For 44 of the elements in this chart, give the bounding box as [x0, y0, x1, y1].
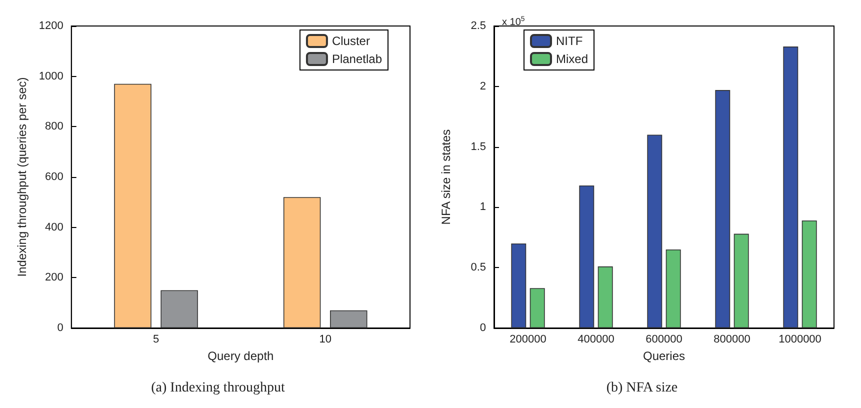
bar — [802, 220, 817, 328]
x-tick-label: 1000000 — [778, 334, 822, 346]
legend-label: Planetlab — [332, 52, 382, 66]
x-tick-label: 5 — [152, 334, 160, 346]
y-tick-label: 1.5 — [470, 140, 486, 153]
x-tick-label: 600000 — [646, 334, 682, 346]
y-tick-label: 0.5 — [470, 262, 486, 274]
y-axis-title: Indexing throughput (queries per sec) — [15, 77, 29, 277]
x-axis-title: Query depth — [208, 349, 274, 363]
y-axis-title: NFA size in states — [439, 129, 453, 225]
x-tick-label: 200000 — [510, 334, 546, 346]
bar — [734, 234, 749, 328]
text: (b) NFA size — [606, 380, 678, 396]
y-tick-label: 400 — [45, 221, 64, 234]
y-tick-label: 2.5 — [470, 20, 486, 32]
bar — [598, 266, 613, 328]
bar — [511, 243, 526, 328]
y-tick-label: 200 — [45, 272, 64, 284]
text: (a) Indexing throughput — [151, 380, 285, 396]
y-tick-label: 2 — [480, 80, 486, 92]
y-tick-label: 800 — [45, 120, 64, 133]
bar — [530, 288, 545, 328]
x-tick-label: 800000 — [714, 334, 750, 346]
bar — [715, 90, 730, 328]
bar — [114, 84, 152, 328]
x-tick-label: 10 — [319, 334, 332, 346]
bar — [330, 310, 368, 328]
legend-label: Cluster — [332, 34, 370, 48]
y-tick-label: 1200 — [38, 20, 64, 32]
bar — [283, 197, 321, 328]
legend-label: Mixed — [556, 52, 588, 66]
bar — [579, 185, 594, 328]
bar — [783, 46, 798, 328]
y-tick-label: 1000 — [38, 70, 64, 82]
y-tick-label: 600 — [45, 171, 64, 183]
y-tick-label: 0 — [57, 322, 64, 334]
x-tick-label: 400000 — [578, 334, 614, 346]
bar — [666, 249, 681, 328]
x-axis-title: Queries — [642, 349, 686, 363]
y-tick-label: 0 — [480, 322, 486, 334]
legend-label: NITF — [556, 34, 583, 48]
bar — [160, 290, 198, 328]
y-tick-label: 1 — [480, 201, 486, 214]
bar — [647, 134, 662, 328]
